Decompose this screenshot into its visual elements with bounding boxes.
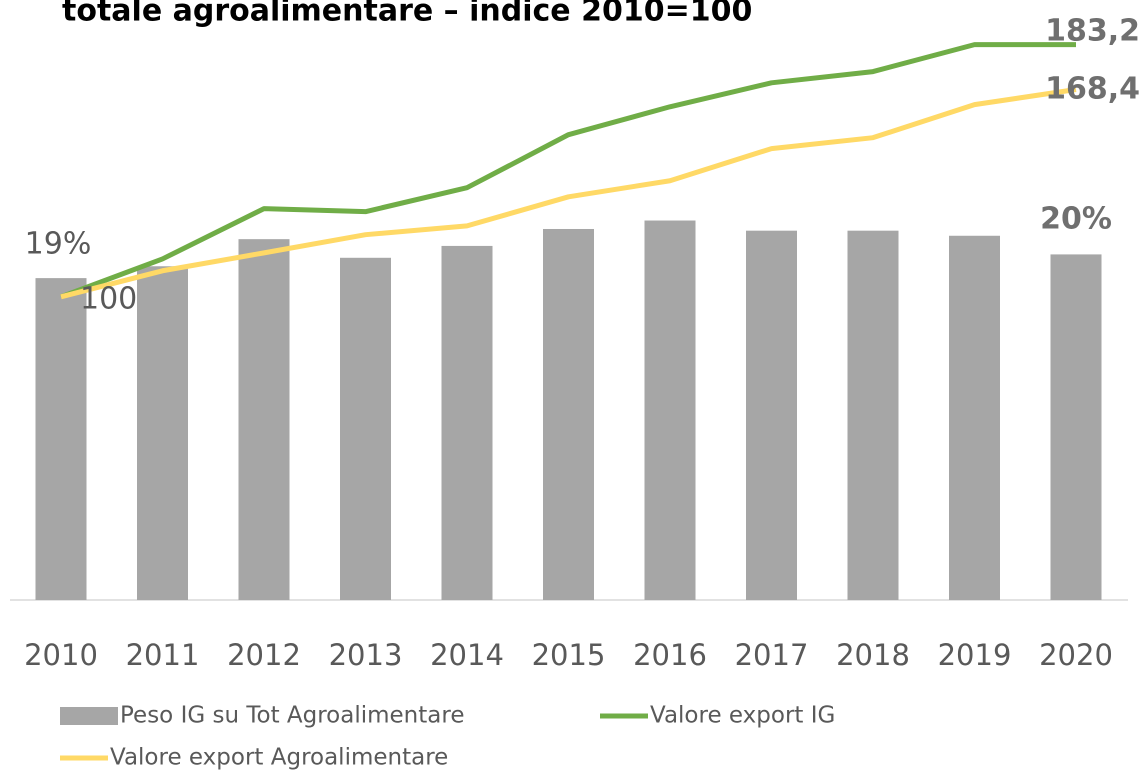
bar xyxy=(238,239,290,600)
x-tick-label: 2012 xyxy=(227,638,301,672)
x-tick-label: 2015 xyxy=(532,638,606,672)
bar xyxy=(137,266,188,600)
x-tick-label: 2020 xyxy=(1039,638,1113,672)
line xyxy=(60,42,1076,300)
x-tick-label: 2019 xyxy=(938,638,1012,672)
bar xyxy=(1050,254,1102,600)
legend-label: Valore export IG xyxy=(650,703,835,729)
bar xyxy=(847,230,899,600)
bar xyxy=(949,235,1000,600)
legend-label: Valore export Agroalimentare xyxy=(110,745,448,771)
x-tick-label: 2017 xyxy=(735,638,809,672)
chart-title: totale agroalimentare – indice 2010=100 xyxy=(62,0,752,29)
bar xyxy=(543,228,594,601)
legend-swatch xyxy=(60,707,118,725)
x-tick-label: 2011 xyxy=(126,638,200,672)
data-label: 183,2 xyxy=(1045,14,1140,49)
bar xyxy=(340,257,391,600)
bar xyxy=(644,220,696,601)
x-tick-label: 2010 xyxy=(24,638,98,672)
bar xyxy=(35,278,87,600)
line xyxy=(60,87,1077,300)
data-label: 19% xyxy=(25,227,92,262)
data-label: 100 xyxy=(80,282,137,317)
data-label: 168,4 xyxy=(1045,72,1140,107)
data-label: 20% xyxy=(1040,202,1112,237)
legend-label: Peso IG su Tot Agroalimentare xyxy=(120,703,464,729)
x-tick-label: 2014 xyxy=(430,638,504,672)
bar xyxy=(746,230,797,600)
bar xyxy=(441,245,493,600)
x-tick-label: 2013 xyxy=(329,638,403,672)
x-tick-label: 2018 xyxy=(836,638,910,672)
x-tick-label: 2016 xyxy=(633,638,707,672)
